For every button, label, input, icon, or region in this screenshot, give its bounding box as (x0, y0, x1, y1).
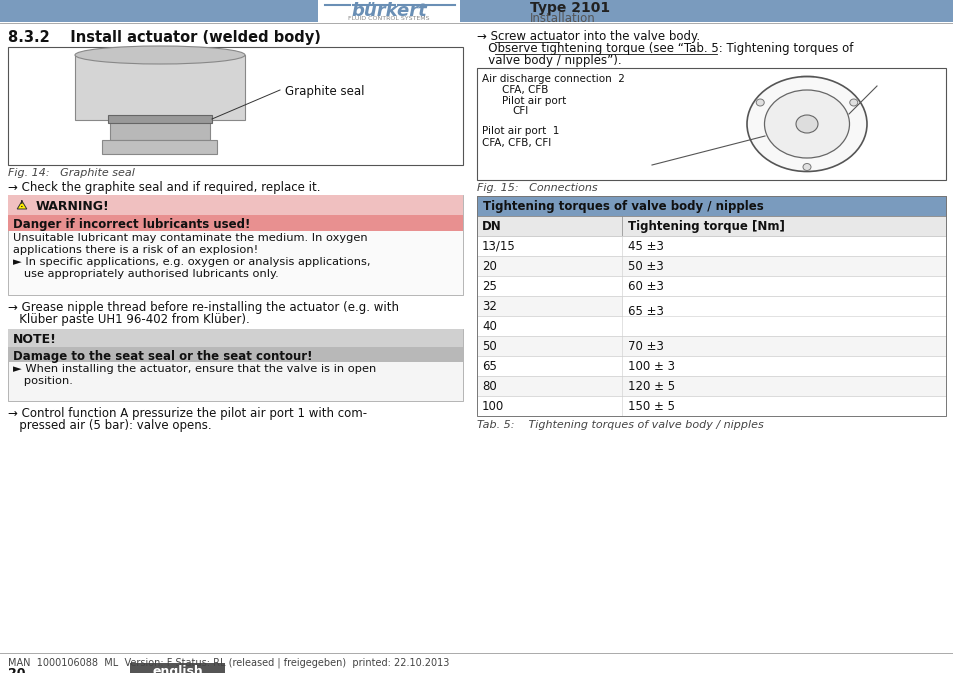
Text: Klüber paste UH1 96-402 from Klüber).: Klüber paste UH1 96-402 from Klüber). (8, 313, 250, 326)
Text: → Grease nipple thread before re-installing the actuator (e.g. with: → Grease nipple thread before re-install… (8, 301, 398, 314)
Bar (476, 256, 945, 276)
Bar (476, 216, 945, 236)
Ellipse shape (763, 90, 848, 158)
Text: Graphite seal: Graphite seal (285, 85, 364, 98)
Ellipse shape (746, 77, 866, 172)
Ellipse shape (802, 164, 810, 170)
Text: WARNING!: WARNING! (36, 200, 110, 213)
Text: 100: 100 (481, 400, 504, 413)
Ellipse shape (795, 115, 817, 133)
Bar (476, 68, 945, 180)
Bar (476, 356, 945, 376)
Text: 65: 65 (481, 360, 497, 373)
Text: → Screw actuator into the valve body.: → Screw actuator into the valve body. (476, 30, 700, 43)
Bar (476, 236, 945, 256)
Text: MAN  1000106088  ML  Version: F Status: RL (released | freigegeben)  printed: 22: MAN 1000106088 ML Version: F Status: RL … (8, 657, 449, 668)
Text: !: ! (20, 201, 24, 209)
Bar (476, 196, 945, 216)
Bar (110, 120, 210, 140)
Bar (8, 47, 462, 165)
Bar (108, 115, 212, 123)
Text: 32: 32 (481, 300, 497, 313)
Ellipse shape (756, 99, 763, 106)
Bar (8, 195, 462, 215)
Bar (8, 215, 462, 231)
Text: Tightening torques of valve body / nipples: Tightening torques of valve body / nippl… (482, 200, 763, 213)
Bar (130, 663, 225, 673)
Bar (459, 0, 953, 22)
Bar (621, 296, 945, 336)
Text: 50 ±3: 50 ±3 (627, 260, 663, 273)
Text: pressed air (5 bar): valve opens.: pressed air (5 bar): valve opens. (8, 419, 212, 432)
Bar (476, 336, 945, 356)
Text: 60 ±3: 60 ±3 (627, 280, 663, 293)
Text: 150 ± 5: 150 ± 5 (627, 400, 675, 413)
Text: Type 2101: Type 2101 (530, 1, 610, 15)
Text: 120 ± 5: 120 ± 5 (627, 380, 675, 393)
Text: 25: 25 (481, 280, 497, 293)
Text: Danger if incorrect lubricants used!: Danger if incorrect lubricants used! (13, 218, 250, 231)
Bar (476, 276, 945, 296)
Text: → Control function A pressurize the pilot air port 1 with com-: → Control function A pressurize the pilo… (8, 407, 367, 420)
Text: Pilot air port  1: Pilot air port 1 (481, 126, 558, 136)
Text: Tightening torque [Nm]: Tightening torque [Nm] (627, 220, 784, 233)
Bar (8, 347, 462, 362)
Bar (8, 329, 462, 401)
Bar (476, 296, 945, 316)
Bar (75, 55, 245, 120)
Text: 20: 20 (8, 667, 26, 673)
Bar (8, 329, 462, 347)
Bar (476, 316, 945, 336)
Bar (0, 0, 317, 22)
Bar (8, 195, 462, 295)
Text: NOTE!: NOTE! (13, 333, 57, 346)
Text: english: english (152, 664, 203, 673)
Text: 45 ±3: 45 ±3 (627, 240, 663, 253)
Text: Air discharge connection  2: Air discharge connection 2 (481, 74, 624, 84)
Text: 8.3.2    Install actuator (welded body): 8.3.2 Install actuator (welded body) (8, 30, 320, 45)
Text: Fig. 14:   Graphite seal: Fig. 14: Graphite seal (8, 168, 134, 178)
Bar (476, 196, 945, 416)
Text: → Check the graphite seal and if required, replace it.: → Check the graphite seal and if require… (8, 181, 320, 194)
Text: Installation: Installation (530, 11, 595, 24)
Text: Fig. 15:   Connections: Fig. 15: Connections (476, 183, 597, 193)
Text: DN: DN (481, 220, 501, 233)
Text: ► In specific applications, e.g. oxygen or analysis applications,: ► In specific applications, e.g. oxygen … (13, 257, 370, 267)
Text: 20: 20 (481, 260, 497, 273)
Ellipse shape (75, 46, 245, 64)
Text: valve body / nipples”).: valve body / nipples”). (476, 54, 621, 67)
Text: 50: 50 (481, 340, 497, 353)
Text: use appropriately authorised lubricants only.: use appropriately authorised lubricants … (13, 269, 278, 279)
Bar (476, 396, 945, 416)
Text: Damage to the seat seal or the seat contour!: Damage to the seat seal or the seat cont… (13, 350, 313, 363)
Text: 70 ±3: 70 ±3 (627, 340, 663, 353)
Text: 80: 80 (481, 380, 497, 393)
Polygon shape (17, 201, 27, 209)
Text: bürkert: bürkert (351, 2, 426, 20)
Ellipse shape (849, 99, 857, 106)
Bar (476, 376, 945, 396)
Text: 100 ± 3: 100 ± 3 (627, 360, 675, 373)
Text: CFI: CFI (512, 106, 528, 116)
Text: Unsuitable lubricant may contaminate the medium. In oxygen: Unsuitable lubricant may contaminate the… (13, 233, 367, 243)
Text: 65 ±3: 65 ±3 (627, 306, 663, 318)
Text: Pilot air port: Pilot air port (501, 96, 566, 106)
Bar (317, 0, 459, 22)
Text: 40: 40 (481, 320, 497, 333)
Text: CFA, CFB: CFA, CFB (501, 85, 548, 95)
Text: 13/15: 13/15 (481, 240, 516, 253)
Text: Tab. 5:    Tightening torques of valve body / nipples: Tab. 5: Tightening torques of valve body… (476, 420, 763, 430)
Bar (102, 140, 216, 154)
Text: FLUID CONTROL SYSTEMS: FLUID CONTROL SYSTEMS (348, 17, 429, 22)
Text: Observe tightening torque (see “Tab. 5: Tightening torques of: Observe tightening torque (see “Tab. 5: … (476, 42, 853, 55)
Text: applications there is a risk of an explosion!: applications there is a risk of an explo… (13, 245, 258, 255)
Text: position.: position. (13, 376, 72, 386)
Text: ► When installing the actuator, ensure that the valve is in open: ► When installing the actuator, ensure t… (13, 364, 375, 374)
Text: CFA, CFB, CFI: CFA, CFB, CFI (481, 138, 551, 148)
